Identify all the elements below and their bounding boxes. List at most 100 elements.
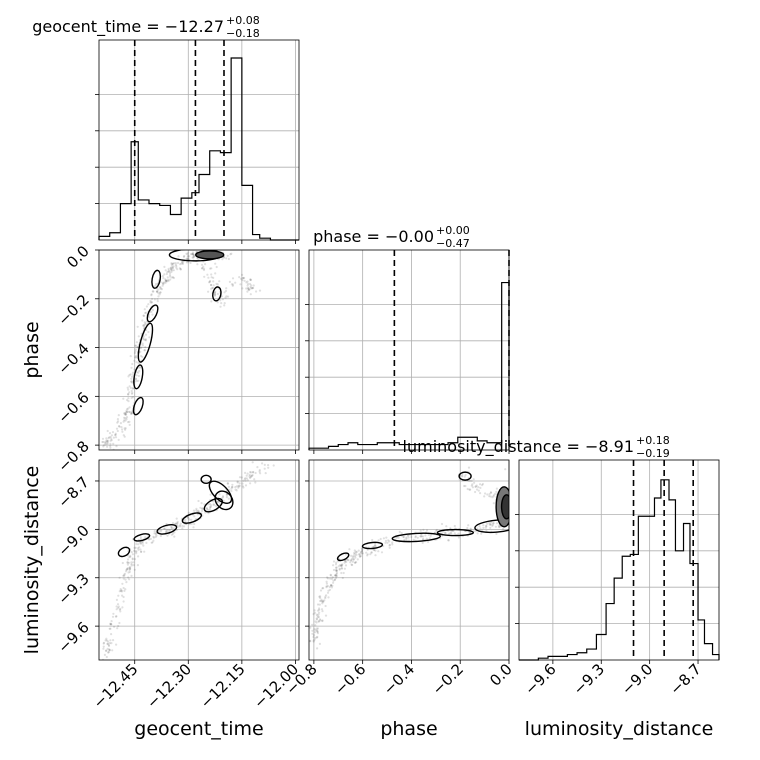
scatter-point	[137, 335, 140, 338]
scatter-point	[121, 606, 124, 609]
scatter-point	[354, 555, 357, 558]
scatter-point	[140, 550, 143, 553]
scatter-point	[157, 292, 160, 295]
scatter-point	[124, 412, 127, 415]
scatter-point	[247, 282, 250, 286]
scatter-point	[128, 570, 131, 574]
scatter-point	[475, 488, 479, 491]
contour-line	[181, 512, 203, 524]
contour-line	[203, 497, 223, 513]
histogram-frame	[518, 459, 720, 661]
scatter-point	[494, 525, 497, 528]
scatter-point	[134, 344, 138, 347]
contour-line	[458, 471, 472, 481]
scatter-point	[335, 571, 338, 574]
scatter-point	[131, 557, 134, 560]
scatter-point	[313, 628, 316, 631]
scatter-point	[424, 534, 427, 537]
histogram-frame	[98, 39, 300, 241]
scatter-point	[183, 525, 186, 528]
scatter-point	[356, 558, 359, 561]
scatter-point	[334, 574, 337, 577]
scatter-point	[120, 589, 123, 592]
scatter-point	[321, 600, 324, 603]
x-tick-label: −12.45	[90, 660, 142, 712]
scatter-point	[335, 576, 338, 580]
scatter-point	[131, 391, 134, 394]
scatter-point	[405, 537, 408, 540]
scatter-point	[352, 556, 355, 559]
scatter-point	[312, 613, 315, 616]
scatter-point	[311, 629, 314, 632]
scatter-point	[123, 412, 126, 415]
scatter-point	[460, 475, 464, 478]
scatter-point	[358, 555, 361, 558]
scatter-point	[102, 445, 105, 448]
scatter-point	[129, 566, 132, 569]
scatter-point	[318, 611, 321, 614]
scatter-point	[210, 504, 213, 507]
scatter-point	[319, 619, 322, 622]
scatter-point	[495, 487, 498, 490]
scatter-point	[103, 653, 106, 657]
scatter-point	[471, 486, 474, 489]
scatter-point	[239, 283, 242, 286]
scatter-point	[248, 288, 251, 291]
scatter-point	[109, 623, 112, 626]
scatter-point	[161, 275, 164, 278]
scatter-point	[156, 290, 159, 293]
scatter-point	[250, 474, 253, 477]
scatter-point	[154, 535, 157, 539]
scatter-point	[143, 321, 146, 324]
scatter-point	[240, 476, 243, 479]
scatter-point	[128, 410, 131, 413]
scatter-point	[395, 536, 398, 539]
scatter-point	[209, 503, 212, 506]
scatter-point	[208, 281, 211, 284]
scatter-point	[110, 439, 113, 442]
scatter-points	[101, 250, 262, 450]
title-sup: +0.00	[436, 224, 470, 237]
scatter-point	[151, 313, 154, 316]
scatter-point	[321, 619, 324, 622]
contour-line	[361, 541, 384, 550]
scatter-point	[264, 472, 267, 475]
scatter-point	[144, 333, 148, 336]
scatter-point	[117, 605, 120, 608]
scatter-point	[236, 480, 239, 483]
scatter-point	[172, 269, 175, 272]
scatter-point	[244, 484, 248, 487]
scatter-point	[457, 532, 460, 535]
scatter-point	[481, 484, 484, 487]
scatter-point	[234, 486, 237, 489]
scatter-point	[124, 417, 127, 420]
scatter-point	[116, 418, 119, 421]
scatter-point	[358, 553, 361, 556]
contours	[132, 250, 225, 416]
scatter-point	[159, 291, 162, 294]
scatter-point	[208, 508, 212, 511]
scatter-point	[197, 510, 200, 513]
scatter-point	[249, 293, 252, 296]
scatter-frame	[98, 459, 300, 661]
scatter-point	[130, 563, 133, 566]
scatter-point	[238, 482, 241, 485]
x-axis-label-luminosity_distance: luminosity_distance	[525, 718, 714, 740]
scatter-point	[158, 293, 161, 296]
scatter-point	[174, 263, 177, 266]
scatter-point	[224, 296, 227, 299]
scatter-point	[231, 485, 234, 489]
scatter-point	[252, 470, 255, 474]
scatter-point	[124, 413, 127, 416]
scatter-point	[205, 507, 208, 510]
scatter-point	[125, 581, 128, 584]
scatter-point	[106, 647, 109, 651]
scatter-point	[351, 563, 354, 567]
scatter-point	[165, 272, 168, 276]
scatter-point	[116, 603, 120, 606]
scatter-point	[332, 579, 335, 582]
scatter-point	[115, 608, 118, 611]
scatter-point	[311, 632, 314, 635]
scatter-point	[144, 323, 147, 326]
scatter-point	[109, 444, 112, 448]
